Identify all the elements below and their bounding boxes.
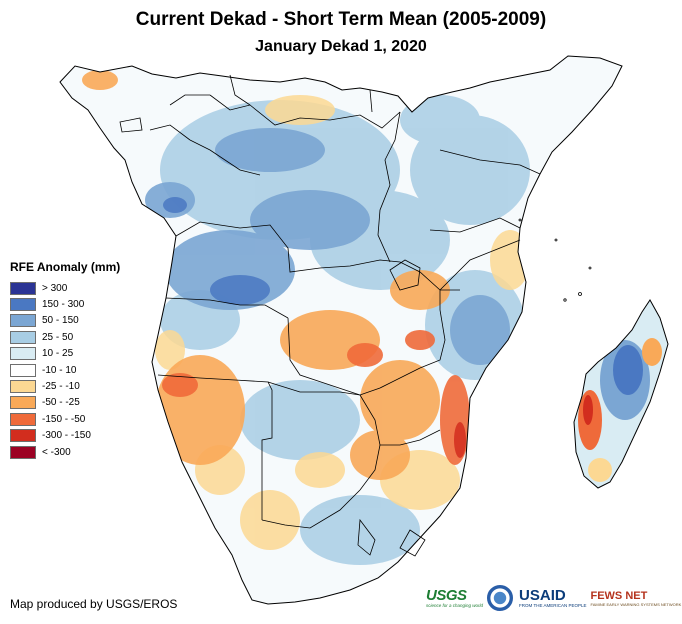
legend-label: -10 - 10 [42,364,77,376]
madagascar [573,299,669,489]
legend-swatch [10,363,36,377]
usgs-tagline: science for a changing world [426,603,484,608]
map-subtitle: January Dekad 1, 2020 [255,38,427,55]
country-borders [149,74,541,557]
legend-title: RFE Anomaly (mm) [10,260,121,274]
legend-swatch [10,314,36,328]
legend-item: 50 - 150 [10,313,120,329]
fews-net-tagline: FAMINE EARLY WARNING SYSTEMS NETWORK [590,601,682,607]
main-landmass [59,55,623,605]
partner-logos: USGS science for a changing world USAID … [426,585,681,611]
legend-item: 10 - 25 [10,346,120,362]
legend-item: < -300 [10,444,120,460]
map-credit: Map produced by USGS/EROS [10,597,178,611]
legend-swatch [10,396,36,410]
legend-label: < -300 [42,446,71,458]
legend-item: 150 - 300 [10,296,120,312]
legend-item: -10 - 10 [10,362,120,378]
small-islands [119,117,592,302]
usaid-logo: USAID FROM THE AMERICAN PEOPLE [519,588,586,608]
legend-label: 150 - 300 [42,299,85,311]
legend-item: -25 - -10 [10,378,120,394]
legend-swatch [10,445,36,459]
fews-net-logo: FEWS NET FAMINE EARLY WARNING SYSTEMS NE… [590,590,681,607]
legend-swatch [10,412,36,426]
legend-swatch [10,380,36,394]
legend-swatch [10,281,36,295]
legend-swatch [10,347,36,361]
legend-swatch [10,429,36,443]
legend-item: > 300 [10,280,120,296]
usgs-wordmark: USGS [426,587,467,604]
legend-label: 50 - 150 [42,315,79,327]
legend: RFE Anomaly (mm) > 300 150 - 300 50 - 15… [10,260,120,460]
legend-swatch [10,330,36,344]
legend-label: 10 - 25 [42,348,74,360]
legend-label: -25 - -10 [42,381,80,393]
legend-item: -150 - -50 [10,411,120,427]
map-title: Current Dekad - Short Term Mean (2005-20… [135,9,547,30]
legend-item: 25 - 50 [10,329,120,345]
usaid-tagline: FROM THE AMERICAN PEOPLE [519,603,587,608]
fews-net-wordmark: FEWS NET [590,589,648,602]
noaa-seal-icon [487,585,514,611]
legend-label: -150 - -50 [42,413,86,425]
legend-item: -50 - -25 [10,395,120,411]
legend-swatch [10,298,36,312]
legend-label: -300 - -150 [42,430,91,442]
usaid-wordmark: USAID [519,587,566,604]
legend-label: -50 - -25 [42,397,80,409]
usgs-logo: USGS science for a changing world [426,588,483,608]
legend-item: -300 - -150 [10,428,120,444]
legend-label: 25 - 50 [42,331,74,343]
legend-label: > 300 [42,282,68,294]
